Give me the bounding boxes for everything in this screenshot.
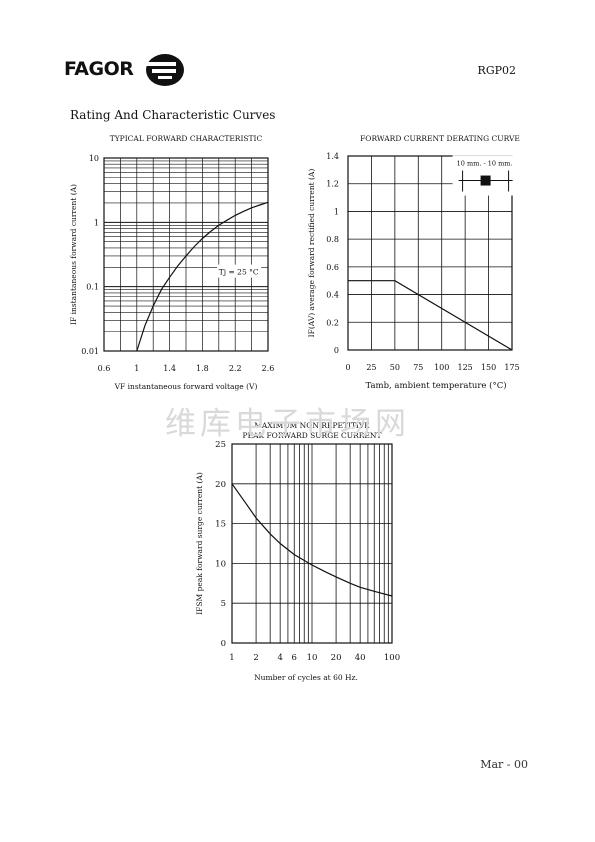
- x-axis-label: Tamb, ambient temperature (°C): [365, 380, 506, 391]
- annotation-bg: [217, 264, 262, 278]
- y-tick-label: 0: [334, 346, 339, 355]
- x-tick-label: 6: [292, 653, 297, 663]
- x-tick-label: 4: [277, 653, 282, 663]
- x-tick-label: 1.8: [196, 364, 209, 373]
- x-tick-label: 75: [413, 363, 423, 372]
- brand-name: FAGOR: [64, 58, 134, 80]
- chart-title: TYPICAL FORWARD CHARACTERISTIC: [110, 134, 263, 143]
- y-tick-label: 1: [334, 207, 339, 216]
- inset-bg: [452, 155, 519, 196]
- x-tick-label: 175: [504, 363, 519, 372]
- y-tick-label: 1.2: [326, 180, 339, 189]
- y-tick-label: 1.4: [326, 152, 339, 161]
- chart-title: FORWARD CURRENT DERATING CURVE: [360, 134, 520, 143]
- x-tick-label: 0.6: [98, 364, 111, 373]
- inset-label: 10 mm. - 10 mm.: [457, 160, 513, 168]
- x-tick-label: 1: [229, 653, 234, 663]
- watermark-text: 维库电子市场网: [165, 406, 410, 442]
- x-tick-label: 0: [345, 363, 350, 372]
- x-tick-label: 50: [390, 363, 400, 372]
- x-tick-label: 100: [384, 653, 400, 663]
- y-tick-label: 5: [221, 599, 226, 609]
- forward-curve: [136, 201, 269, 352]
- forward-characteristic-chart: TYPICAL FORWARD CHARACTERISTIC 0.6 1 1.4 1.8…: [69, 134, 275, 391]
- chart-title: MAXIMUM NON REPETITIVE: [254, 421, 370, 430]
- x-tick-label: 100: [434, 363, 449, 372]
- y-tick-label: 15: [215, 520, 226, 530]
- y-tick-label: 0: [221, 639, 226, 649]
- plot-frame: [347, 155, 513, 351]
- x-tick-label: 150: [481, 363, 496, 372]
- part-number: RGP02: [477, 64, 516, 77]
- y-tick-label: 10: [215, 559, 226, 569]
- y-tick-label: 20: [215, 480, 226, 490]
- derating-curve: [348, 280, 513, 351]
- section-title: Rating And Characteristic Curves: [70, 108, 276, 122]
- y-tick-label: 0.6: [326, 263, 339, 272]
- annotation-label: Tj = 25 °C: [219, 268, 259, 277]
- x-tick-label: 125: [458, 363, 473, 372]
- x-axis-label: Number of cycles at 60 Hz.: [254, 673, 358, 682]
- y-tick-label: 10: [89, 154, 99, 163]
- plot-frame: [103, 157, 269, 352]
- x-tick-label: 2.2: [229, 364, 242, 373]
- y-tick-label: 0.2: [326, 318, 339, 327]
- x-tick-label: 1: [134, 364, 139, 373]
- chart-subtitle: PEAK FORWARD SURGE CURRENT: [243, 431, 382, 440]
- y-tick-label: 0.8: [326, 235, 339, 244]
- x-tick-label: 2: [253, 653, 258, 663]
- surge-curve: [231, 483, 393, 597]
- y-axis-label: IF(AV) average forward rectified current…: [307, 169, 316, 338]
- inset-diode: [480, 175, 491, 186]
- x-axis-label: VF instantaneous forward voltage (V): [114, 382, 258, 391]
- x-tick-label: 10: [307, 653, 318, 663]
- x-tick-label: 25: [366, 363, 376, 372]
- fagor-logo-icon: [146, 54, 184, 86]
- x-tick-label: 2.6: [262, 364, 275, 373]
- y-axis-label: IFSM peak forward surge current (A): [195, 472, 204, 615]
- x-tick-label: 20: [331, 653, 342, 663]
- x-tick-label: 40: [355, 653, 366, 663]
- y-axis-label: IF instantaneous forward current (A): [69, 184, 78, 325]
- y-tick-label: 1: [94, 218, 99, 227]
- footer-date: Mar - 00: [480, 758, 528, 771]
- y-tick-label: 25: [215, 440, 226, 450]
- x-tick-label: 1.4: [163, 364, 176, 373]
- plot-frame: [231, 443, 393, 644]
- y-tick-label: 0.01: [81, 347, 99, 356]
- y-tick-label: 0.1: [86, 283, 99, 292]
- y-tick-label: 0.4: [326, 291, 339, 300]
